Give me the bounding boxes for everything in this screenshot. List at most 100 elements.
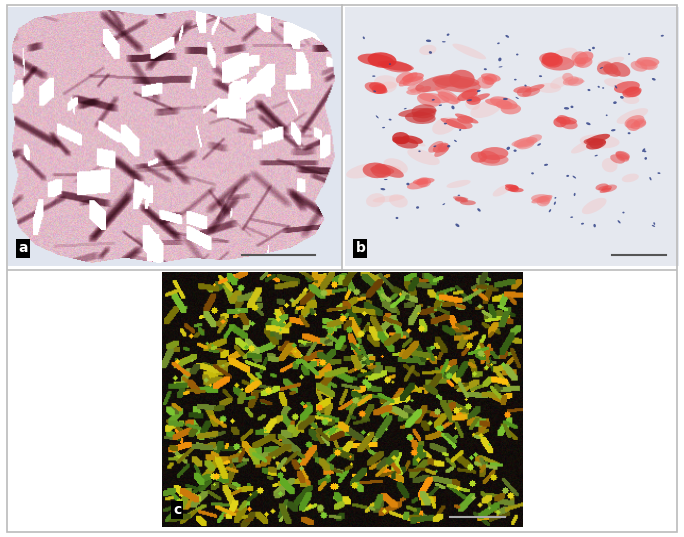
Ellipse shape <box>417 177 431 187</box>
Ellipse shape <box>510 185 519 192</box>
Ellipse shape <box>419 150 421 152</box>
Ellipse shape <box>371 165 391 178</box>
Text: b: b <box>356 242 365 256</box>
Ellipse shape <box>526 134 542 143</box>
Ellipse shape <box>531 172 534 175</box>
Ellipse shape <box>565 79 585 84</box>
Ellipse shape <box>574 193 575 196</box>
Ellipse shape <box>644 150 646 153</box>
Ellipse shape <box>602 158 618 172</box>
Ellipse shape <box>419 45 436 55</box>
Ellipse shape <box>570 106 573 108</box>
Ellipse shape <box>575 52 594 64</box>
Ellipse shape <box>389 63 391 65</box>
Ellipse shape <box>432 75 479 88</box>
Ellipse shape <box>598 86 600 88</box>
Ellipse shape <box>378 61 414 71</box>
Ellipse shape <box>563 76 579 85</box>
Ellipse shape <box>380 61 412 72</box>
Ellipse shape <box>484 74 497 85</box>
Ellipse shape <box>622 173 639 182</box>
Ellipse shape <box>594 155 598 156</box>
Ellipse shape <box>456 223 460 227</box>
Ellipse shape <box>550 76 568 89</box>
Ellipse shape <box>541 55 575 70</box>
Ellipse shape <box>514 137 538 148</box>
Ellipse shape <box>363 163 389 178</box>
Ellipse shape <box>469 93 490 103</box>
Ellipse shape <box>586 139 606 149</box>
Ellipse shape <box>564 107 569 110</box>
Ellipse shape <box>408 84 424 91</box>
Ellipse shape <box>525 85 527 86</box>
Ellipse shape <box>399 72 418 86</box>
Ellipse shape <box>508 187 524 192</box>
Ellipse shape <box>631 61 647 71</box>
Ellipse shape <box>373 90 376 92</box>
Ellipse shape <box>395 217 398 219</box>
Ellipse shape <box>484 68 487 70</box>
Ellipse shape <box>539 75 542 77</box>
Ellipse shape <box>435 87 460 103</box>
Ellipse shape <box>571 52 588 64</box>
Ellipse shape <box>432 117 457 135</box>
Ellipse shape <box>367 52 397 68</box>
Ellipse shape <box>416 206 419 209</box>
Ellipse shape <box>403 76 423 86</box>
Ellipse shape <box>457 89 478 101</box>
Ellipse shape <box>384 179 388 180</box>
Ellipse shape <box>405 112 436 124</box>
Ellipse shape <box>622 88 640 95</box>
Ellipse shape <box>642 148 645 152</box>
Ellipse shape <box>498 57 501 61</box>
Ellipse shape <box>628 53 630 55</box>
Ellipse shape <box>583 138 606 146</box>
Ellipse shape <box>613 101 617 104</box>
Ellipse shape <box>661 35 664 37</box>
Ellipse shape <box>586 134 610 143</box>
Ellipse shape <box>389 119 391 120</box>
Ellipse shape <box>481 147 508 160</box>
Ellipse shape <box>434 77 481 92</box>
Ellipse shape <box>406 89 421 95</box>
Ellipse shape <box>417 93 440 107</box>
Ellipse shape <box>455 113 479 124</box>
Ellipse shape <box>485 98 512 107</box>
Ellipse shape <box>501 104 521 114</box>
Ellipse shape <box>438 91 458 104</box>
Ellipse shape <box>562 73 573 82</box>
Ellipse shape <box>531 195 553 204</box>
Ellipse shape <box>536 196 550 206</box>
Ellipse shape <box>481 73 501 82</box>
Ellipse shape <box>372 75 376 77</box>
Ellipse shape <box>466 96 481 105</box>
Ellipse shape <box>614 81 640 93</box>
Ellipse shape <box>496 100 513 110</box>
Ellipse shape <box>531 194 552 202</box>
Ellipse shape <box>571 139 596 154</box>
Ellipse shape <box>592 47 595 49</box>
Ellipse shape <box>611 129 616 132</box>
Ellipse shape <box>568 77 583 86</box>
Ellipse shape <box>609 62 631 77</box>
Ellipse shape <box>461 90 477 99</box>
Ellipse shape <box>549 209 551 212</box>
Ellipse shape <box>505 35 509 38</box>
Ellipse shape <box>514 149 516 152</box>
Ellipse shape <box>622 94 640 104</box>
Ellipse shape <box>392 132 410 144</box>
Ellipse shape <box>407 180 429 190</box>
Ellipse shape <box>544 164 548 166</box>
Ellipse shape <box>616 151 630 159</box>
Ellipse shape <box>554 201 556 205</box>
Ellipse shape <box>419 93 449 103</box>
Ellipse shape <box>389 194 408 208</box>
Ellipse shape <box>514 79 516 81</box>
Ellipse shape <box>598 186 612 191</box>
Ellipse shape <box>477 151 500 164</box>
Ellipse shape <box>380 165 401 175</box>
Ellipse shape <box>444 123 447 125</box>
Ellipse shape <box>412 104 436 118</box>
Ellipse shape <box>453 196 469 202</box>
Ellipse shape <box>492 185 512 197</box>
